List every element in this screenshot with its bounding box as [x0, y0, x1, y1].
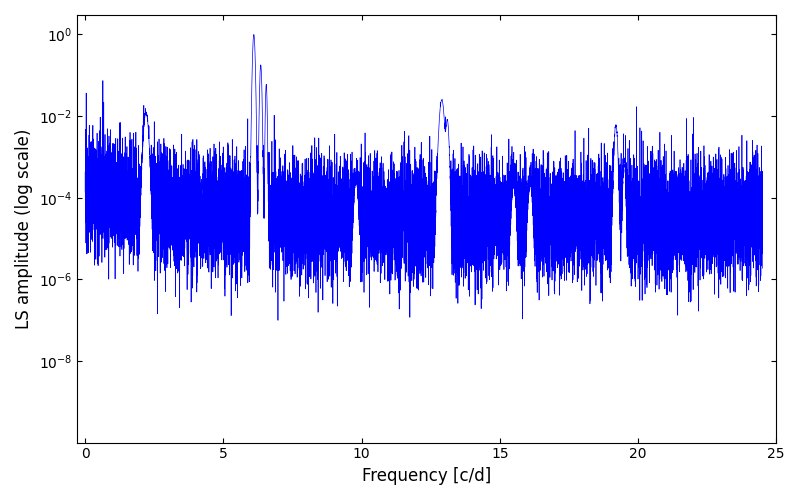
Y-axis label: LS amplitude (log scale): LS amplitude (log scale): [15, 128, 33, 329]
X-axis label: Frequency [c/d]: Frequency [c/d]: [362, 467, 491, 485]
